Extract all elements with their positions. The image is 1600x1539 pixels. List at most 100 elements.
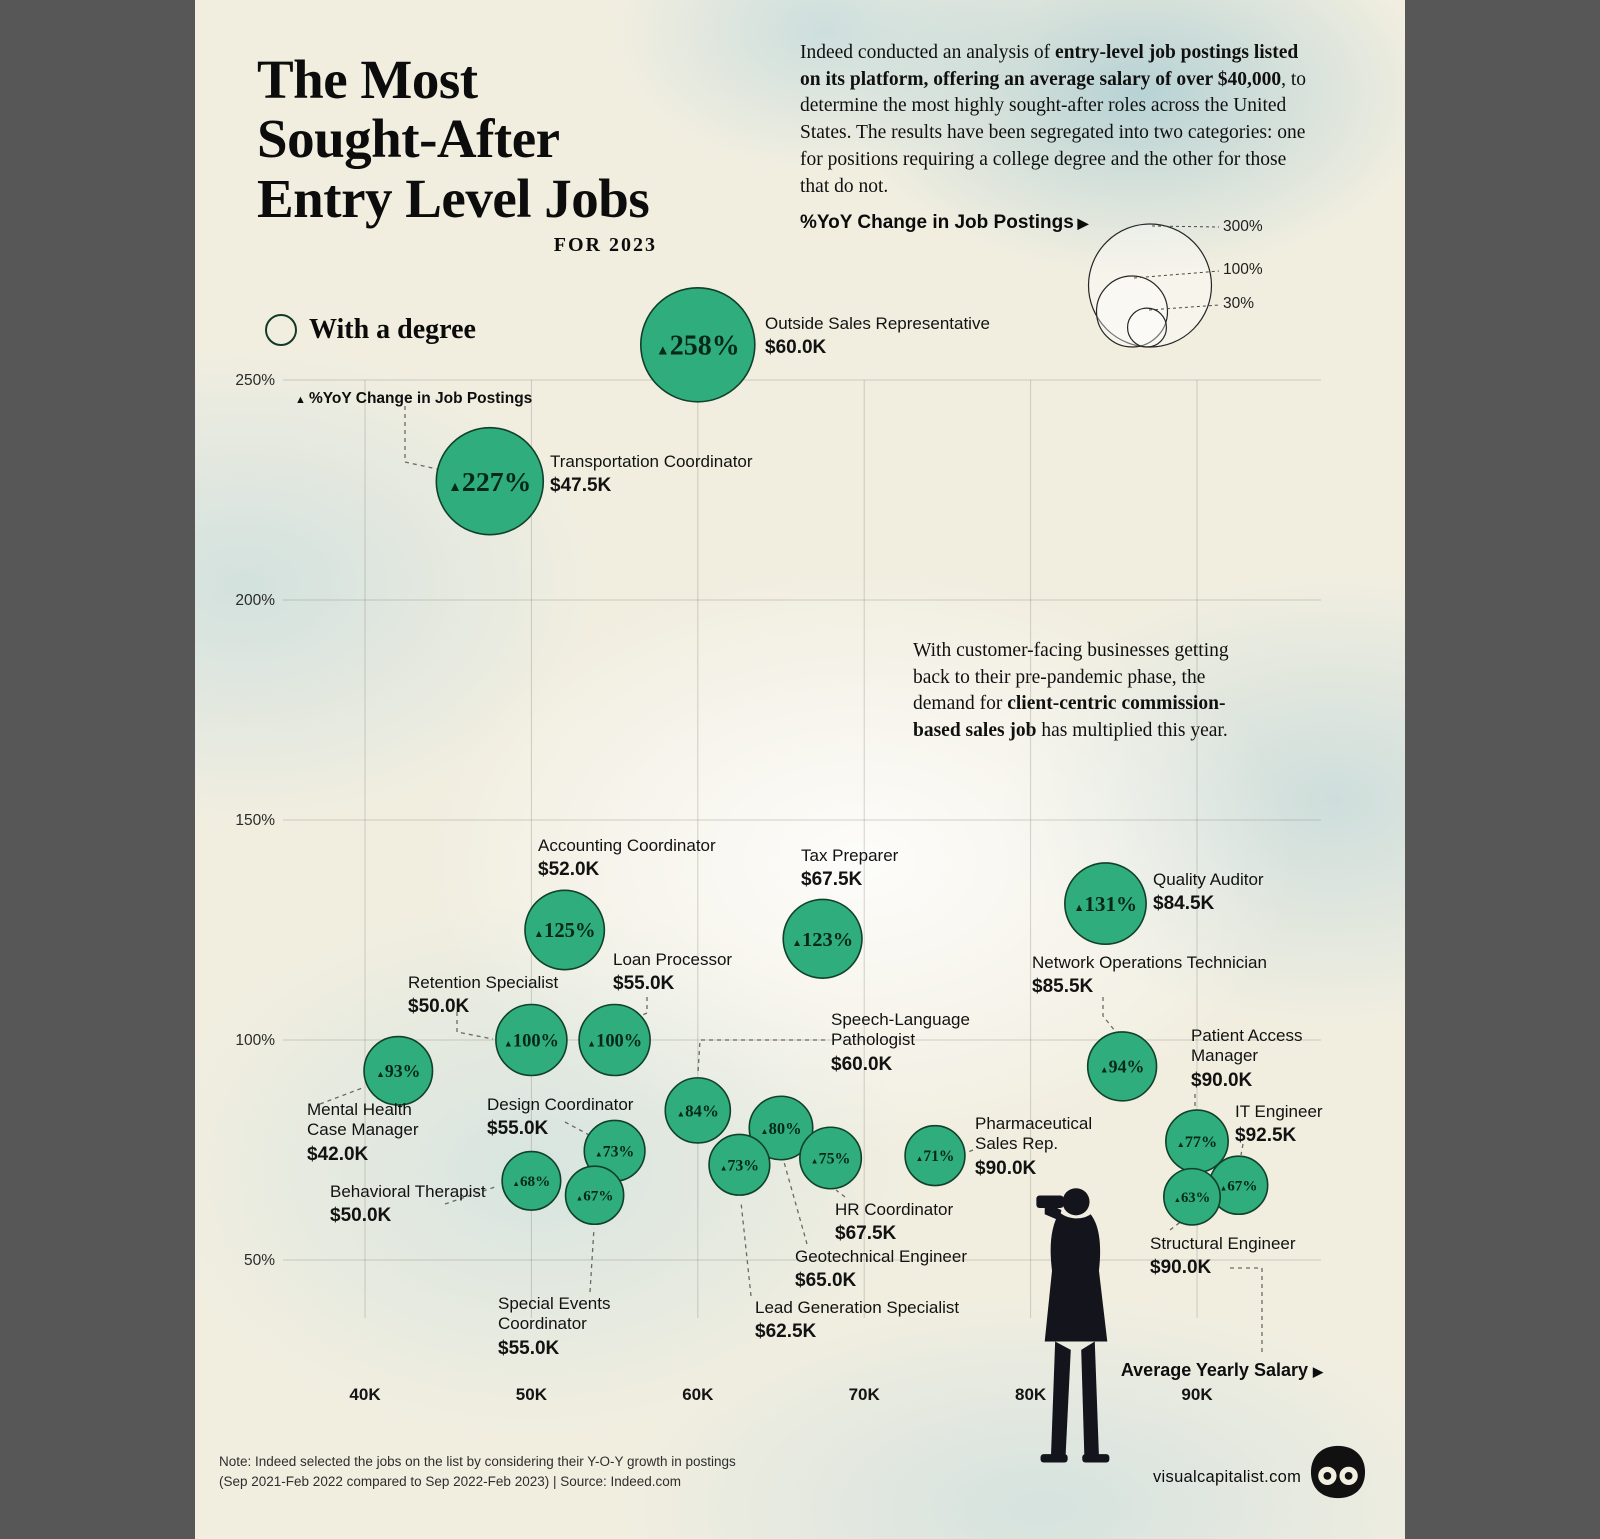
job-name: Special Events Coordinator <box>498 1294 611 1334</box>
bubble-transportation-coordinator: ▲227% <box>435 426 545 536</box>
degree-legend: With a degree <box>265 314 476 346</box>
leader-line <box>783 1161 808 1245</box>
size-legend-leader <box>1133 270 1220 279</box>
y-tick-label: 100% <box>235 1032 275 1049</box>
bubble-percent: ▲68% <box>512 1173 550 1190</box>
job-salary: $60.0K <box>765 337 827 359</box>
job-label-special-events-coordinator: Special Events Coordinator $55.0K <box>498 1294 643 1360</box>
job-name: Quality Auditor <box>1153 870 1264 889</box>
bubble-mental-health-case-manager: ▲93% <box>363 1035 434 1106</box>
arrow-right-icon: ▶ <box>1073 215 1089 231</box>
leader-line <box>589 1227 595 1293</box>
bubble-percent: ▲67% <box>1220 1178 1258 1194</box>
job-name: IT Engineer <box>1235 1102 1323 1121</box>
leader-line <box>456 1012 494 1040</box>
degree-legend-label: With a degree <box>309 314 476 345</box>
job-name: Outside Sales Representative <box>765 314 990 333</box>
bubble-pharmaceutical-sales-rep: ▲71% <box>904 1124 966 1187</box>
job-label-mental-health-case-manager: Mental Health Case Manager $42.0K <box>307 1100 437 1166</box>
job-salary: $42.0K <box>307 1143 369 1165</box>
arrow-up-icon: ▲ <box>760 1127 768 1136</box>
job-label-retention-specialist: Retention Specialist $50.0K <box>408 973 598 1018</box>
x-tick-label: 60K <box>682 1385 714 1404</box>
bubble-circle <box>564 1165 625 1226</box>
page-title-line: Entry Level Jobs <box>257 167 650 229</box>
job-label-structural-engineer: Structural Engineer $90.0K <box>1150 1234 1330 1279</box>
arrow-up-icon: ▲ <box>376 1069 385 1079</box>
job-label-outside-sales-representative: Outside Sales Representative $60.0K <box>765 314 1035 359</box>
job-label-behavioral-therapist: Behavioral Therapist $50.0K <box>330 1182 540 1227</box>
x-tick-label: 40K <box>349 1385 381 1404</box>
job-name: Accounting Coordinator <box>538 836 716 855</box>
arrow-up-icon: ▲ <box>1100 1065 1109 1075</box>
job-salary: $65.0K <box>795 1270 857 1292</box>
bubble-percent: ▲73% <box>720 1157 759 1174</box>
job-name: Speech-Language Pathologist <box>831 1010 970 1050</box>
job-salary: $67.5K <box>835 1223 897 1245</box>
leader-line <box>835 1189 846 1198</box>
bubble-percent: ▲94% <box>1100 1057 1145 1077</box>
job-salary: $67.5K <box>801 869 863 891</box>
job-name: Mental Health Case Manager <box>307 1100 419 1140</box>
bubble-circle <box>1064 862 1147 946</box>
bubble-percent: ▲100% <box>587 1030 642 1050</box>
bubble-outside-sales-representative: ▲258% <box>639 286 756 403</box>
job-name: Retention Specialist <box>408 973 559 992</box>
y-tick-label: 200% <box>235 592 275 609</box>
bubble-percent: ▲71% <box>916 1148 955 1165</box>
job-salary: $90.0K <box>1150 1257 1212 1279</box>
infographic-page: 40K 50K 60K 70K 80K 90K 250% 200% 150% 100% 50% ▲ %… <box>195 0 1405 1539</box>
bubble-percent: ▲100% <box>504 1030 559 1050</box>
job-salary: $60.0K <box>831 1053 893 1075</box>
bubble-network-operations-technician: ▲94% <box>1086 1031 1158 1102</box>
page-title: The Most Sought-After Entry Level Jobs <box>257 49 650 229</box>
footnote-line-2: (Sep 2021-Feb 2022 compared to Sep 2022-… <box>219 1474 682 1490</box>
bubble-circle <box>904 1124 966 1187</box>
arrow-up-icon: ▲ <box>1174 1195 1181 1204</box>
y-tick-label: 50% <box>244 1252 275 1269</box>
bubble-percent: ▲131% <box>1074 892 1137 916</box>
job-label-loan-processor: Loan Processor $55.0K <box>613 950 763 995</box>
bubble-circle <box>363 1035 434 1106</box>
job-salary: $90.0K <box>975 1157 1037 1179</box>
bubble-percent: ▲227% <box>448 467 531 498</box>
leader-line <box>564 1121 592 1137</box>
leader-line <box>319 1086 366 1105</box>
size-legend-leader <box>1151 225 1220 228</box>
job-name: Transportation Coordinator <box>550 452 753 471</box>
page-title-line: The Most <box>257 49 478 110</box>
size-legend-value: 100% <box>1223 261 1263 278</box>
x-tick-label: 80K <box>1015 1385 1047 1404</box>
x-tick-label: 50K <box>516 1385 548 1404</box>
job-salary: $62.5K <box>755 1321 817 1343</box>
y-tick-label: 150% <box>235 812 275 829</box>
job-label-hr-coordinator: HR Coordinator $67.5K <box>835 1200 985 1245</box>
job-salary: $85.5K <box>1032 976 1094 998</box>
bubble-percent: ▲93% <box>376 1061 420 1081</box>
bubble-circle <box>782 898 863 979</box>
bubble-structural-engineer: ▲63% <box>1163 1167 1221 1226</box>
job-salary: $47.5K <box>550 475 612 497</box>
footer-site-url: visualcapitalist.com <box>1153 1468 1302 1486</box>
leader-line <box>1169 1219 1184 1231</box>
bubble-circle <box>664 1077 732 1144</box>
bubble-percent: ▲125% <box>534 920 596 942</box>
bubble-percent: ▲258% <box>656 331 740 362</box>
job-label-geotechnical-engineer: Geotechnical Engineer $65.0K <box>795 1247 1005 1292</box>
bubble-hr-coordinator: ▲75% <box>799 1126 863 1190</box>
job-name: Lead Generation Specialist <box>755 1298 960 1317</box>
intro-text-bold: entry-level job postings listed on its p… <box>800 42 1299 90</box>
arrow-up-icon: ▲ <box>1220 1183 1228 1192</box>
bubble-it-engineer: ▲67% <box>1208 1155 1269 1216</box>
bubble-percent: ▲75% <box>811 1151 851 1168</box>
job-name: Network Operations Technician <box>1032 953 1267 972</box>
job-name: Structural Engineer <box>1150 1234 1296 1253</box>
bubble-circle <box>435 426 545 536</box>
annotation-paragraph: With customer-facing businesses getting … <box>913 638 1251 745</box>
page-title-line: Sought-After <box>257 108 560 170</box>
bubble-percent: ▲73% <box>595 1143 634 1160</box>
job-label-tax-preparer: Tax Preparer $67.5K <box>801 846 961 891</box>
annotation-text: With customer-facing businesses getting … <box>913 640 1229 715</box>
x-tick-label: 90K <box>1181 1385 1213 1404</box>
